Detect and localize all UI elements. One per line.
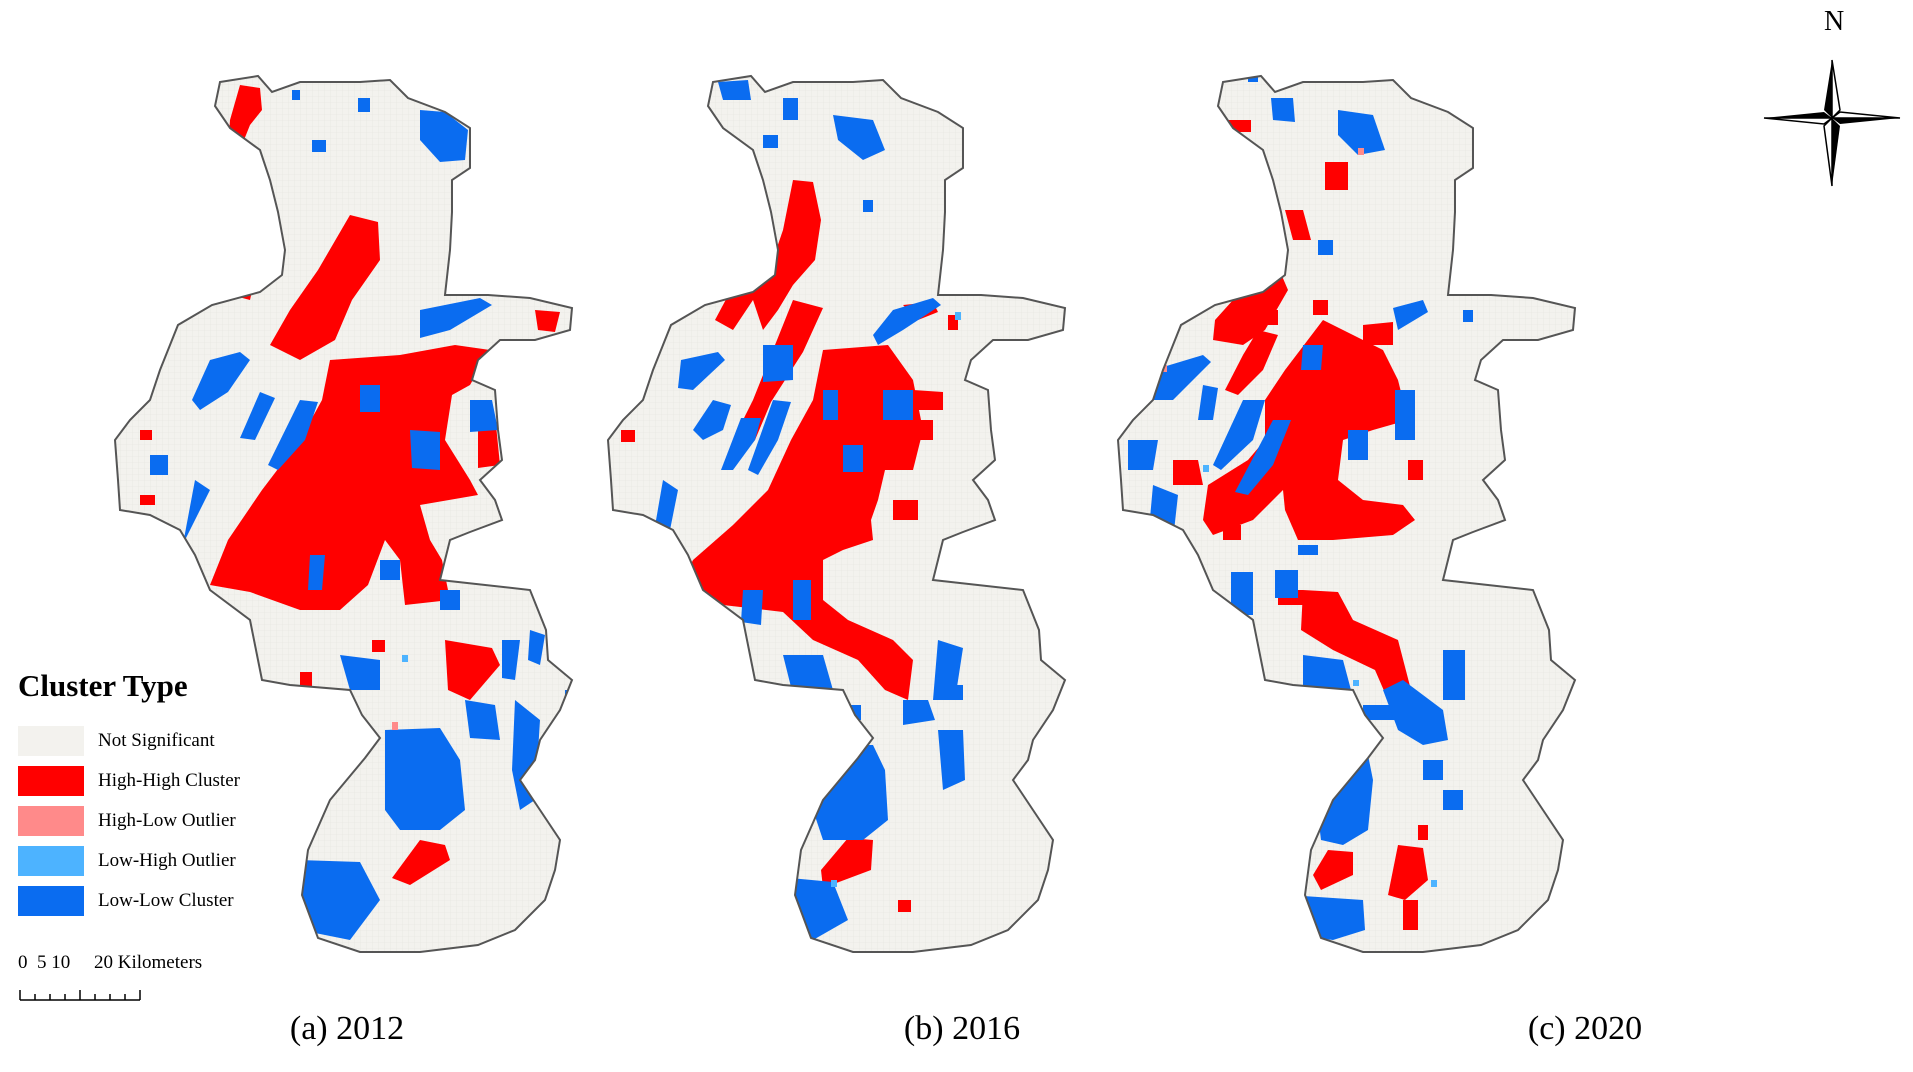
panel-caption-2020: (c) 2020 [1527,1010,1643,1047]
low-low-cluster-areas [150,90,572,940]
legend: Cluster Type Not Significant High-High C… [18,668,318,924]
legend-label: High-Low Outlier [98,810,236,831]
scale-tick-5: 5 [37,952,47,973]
legend-swatch [18,886,84,916]
scale-tick-10: 10 [51,952,71,973]
high-low-outlier-cells [853,735,859,742]
legend-item-not-significant: Not Significant [18,724,318,758]
scale-bar: 0 5 10 20 Kilometers [18,952,278,1012]
scale-bar-graphic [19,990,141,1001]
legend-swatch [18,726,84,756]
legend-label: Low-Low Cluster [98,890,234,911]
scale-bar-label: 0 5 10 20 Kilometers [18,952,202,974]
scale-tick-0: 0 [18,952,28,973]
legend-label: Not Significant [98,730,215,751]
legend-swatch [18,766,84,796]
legend-swatch [18,846,84,876]
panel-caption-2012: (a) 2012 [289,1010,405,1047]
map-panel-2020 [1117,75,1576,953]
low-high-outlier-cells [402,655,408,662]
legend-title: Cluster Type [18,668,188,703]
panel-caption-2016: (b) 2016 [903,1010,1021,1047]
north-arrow-icon [1763,59,1901,187]
map-panel-2016 [607,75,1066,953]
legend-swatch [18,806,84,836]
legend-label: High-High Cluster [98,770,240,791]
north-label: N [1824,6,1845,37]
legend-label: Low-High Outlier [98,850,236,871]
low-low-cluster-areas [643,80,965,940]
low-high-outlier-cells [831,312,961,887]
high-low-outlier-cells [392,722,398,730]
legend-item-low-low-cluster: Low-Low Cluster [18,884,318,918]
scale-tick-20: 20 [94,952,113,973]
legend-item-high-high-cluster: High-High Cluster [18,764,318,798]
low-high-outlier-cells [1203,465,1437,887]
legend-item-low-high-outlier: Low-High Outlier [18,844,318,878]
map-panel-2012 [114,75,573,953]
legend-item-high-low-outlier: High-Low Outlier [18,804,318,838]
scale-unit: Kilometers [117,952,203,973]
